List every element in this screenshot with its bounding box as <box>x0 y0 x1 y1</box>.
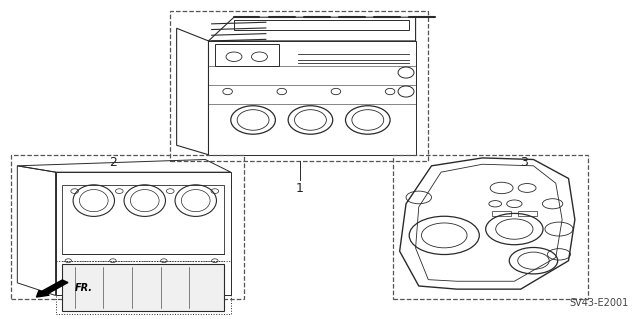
Bar <box>518 211 537 216</box>
Bar <box>394 155 588 299</box>
Text: SV43-E2001: SV43-E2001 <box>570 298 629 308</box>
Bar <box>492 211 511 216</box>
Text: 3: 3 <box>520 156 528 169</box>
Bar <box>62 185 225 254</box>
Bar <box>56 261 231 315</box>
Bar <box>170 11 428 161</box>
FancyArrow shape <box>36 280 68 297</box>
Bar <box>56 172 231 295</box>
Text: FR.: FR. <box>75 283 93 293</box>
Bar <box>11 155 244 299</box>
Bar <box>62 264 225 311</box>
Text: 1: 1 <box>296 182 303 195</box>
Text: 2: 2 <box>109 156 117 169</box>
